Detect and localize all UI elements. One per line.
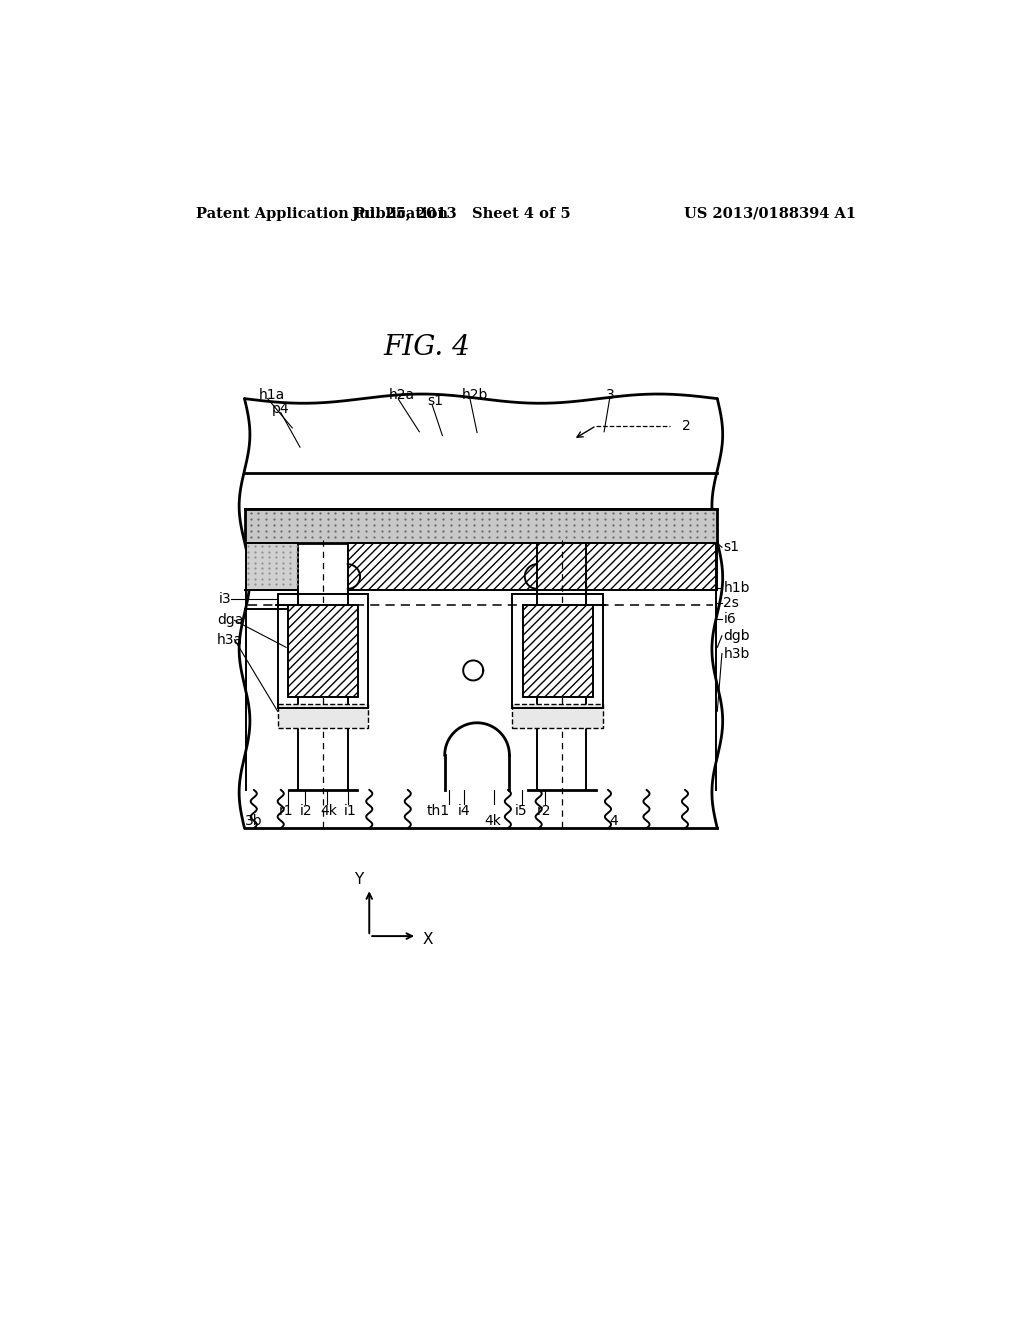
Text: 3: 3 [605,388,614,401]
Text: X: X [423,932,433,946]
Text: 3b: 3b [245,814,262,829]
Text: i5: i5 [515,804,527,818]
Bar [348,544,717,590]
Text: i2: i2 [300,804,312,818]
Bar [523,605,593,697]
Text: FIG. 4: FIG. 4 [384,334,470,360]
Text: dgb: dgb [724,628,751,643]
Text: dga: dga [217,614,243,627]
Bar [245,508,717,544]
Text: h2a: h2a [388,388,415,401]
Text: i1: i1 [344,804,356,818]
Text: 2: 2 [682,418,690,433]
Bar [512,704,603,729]
Text: h2b: h2b [462,388,488,401]
Text: Jul. 25, 2013   Sheet 4 of 5: Jul. 25, 2013 Sheet 4 of 5 [352,207,571,220]
Text: i4: i4 [458,804,470,818]
Bar [278,704,369,729]
Text: s1: s1 [724,540,739,554]
Text: th1: th1 [427,804,451,818]
Text: s1: s1 [427,393,443,408]
Text: r1: r1 [279,804,293,818]
Text: h3a: h3a [217,632,243,647]
Text: i3: i3 [218,591,231,606]
Text: 4k: 4k [321,804,338,818]
Bar [278,594,369,708]
Text: r2: r2 [538,804,552,818]
Bar [512,594,603,708]
Text: h3b: h3b [724,647,750,660]
Text: Y: Y [354,871,364,887]
Text: h1a: h1a [259,388,286,401]
Text: p4: p4 [271,401,289,416]
Text: Patent Application Publication: Patent Application Publication [196,207,449,220]
Text: i6: i6 [724,612,736,626]
Text: US 2013/0188394 A1: US 2013/0188394 A1 [684,207,856,220]
Text: 4k: 4k [484,814,502,829]
Text: 2s: 2s [724,597,739,610]
Bar [289,605,357,697]
Bar [245,544,298,590]
Text: h1b: h1b [724,581,750,595]
Text: 4: 4 [609,814,618,829]
